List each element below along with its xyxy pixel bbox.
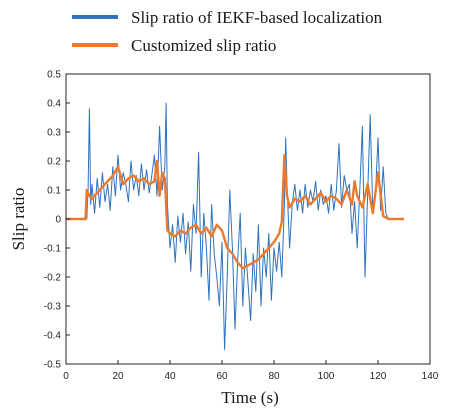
x-tick-label: 80 bbox=[268, 371, 280, 382]
y-tick-label: 0.4 bbox=[47, 99, 61, 110]
series-layer bbox=[66, 102, 404, 350]
y-tick-label: 0.1 bbox=[47, 186, 61, 197]
x-tick-label: 0 bbox=[63, 371, 69, 382]
y-tick-label: 0.3 bbox=[47, 128, 61, 139]
x-tick-label: 100 bbox=[318, 371, 335, 382]
legend: Slip ratio of IEKF-based localization Cu… bbox=[72, 8, 383, 55]
ticks-layer: 0 20 40 60 80 100 120 140 -0.5 -0.4 -0.3 -0.2 -0.1 0 0… bbox=[44, 70, 439, 383]
legend-label-iekf: Slip ratio of IEKF-based localization bbox=[131, 8, 383, 27]
x-tick-label: 40 bbox=[164, 371, 176, 382]
y-axis-title: Slip ratio bbox=[9, 188, 28, 251]
y-tick-label: -0.1 bbox=[44, 244, 62, 255]
y-tick-label: 0.5 bbox=[47, 70, 61, 81]
y-tick-label: -0.2 bbox=[44, 273, 62, 284]
x-axis-title: Time (s) bbox=[221, 388, 278, 407]
series-line-iekf bbox=[66, 102, 404, 350]
y-tick-label: -0.3 bbox=[44, 302, 62, 313]
x-tick-label: 20 bbox=[112, 371, 124, 382]
x-tick-label: 140 bbox=[422, 371, 439, 382]
x-tick-label: 60 bbox=[216, 371, 228, 382]
plot-frame bbox=[65, 73, 431, 365]
y-tick-label: -0.4 bbox=[44, 331, 62, 342]
y-tick-label: 0 bbox=[55, 215, 61, 226]
y-tick-label: -0.5 bbox=[44, 360, 62, 371]
legend-label-customized: Customized slip ratio bbox=[131, 36, 276, 55]
series-line-customized bbox=[66, 153, 404, 270]
x-tick-label: 120 bbox=[370, 371, 387, 382]
y-tick-label: 0.2 bbox=[47, 157, 61, 168]
